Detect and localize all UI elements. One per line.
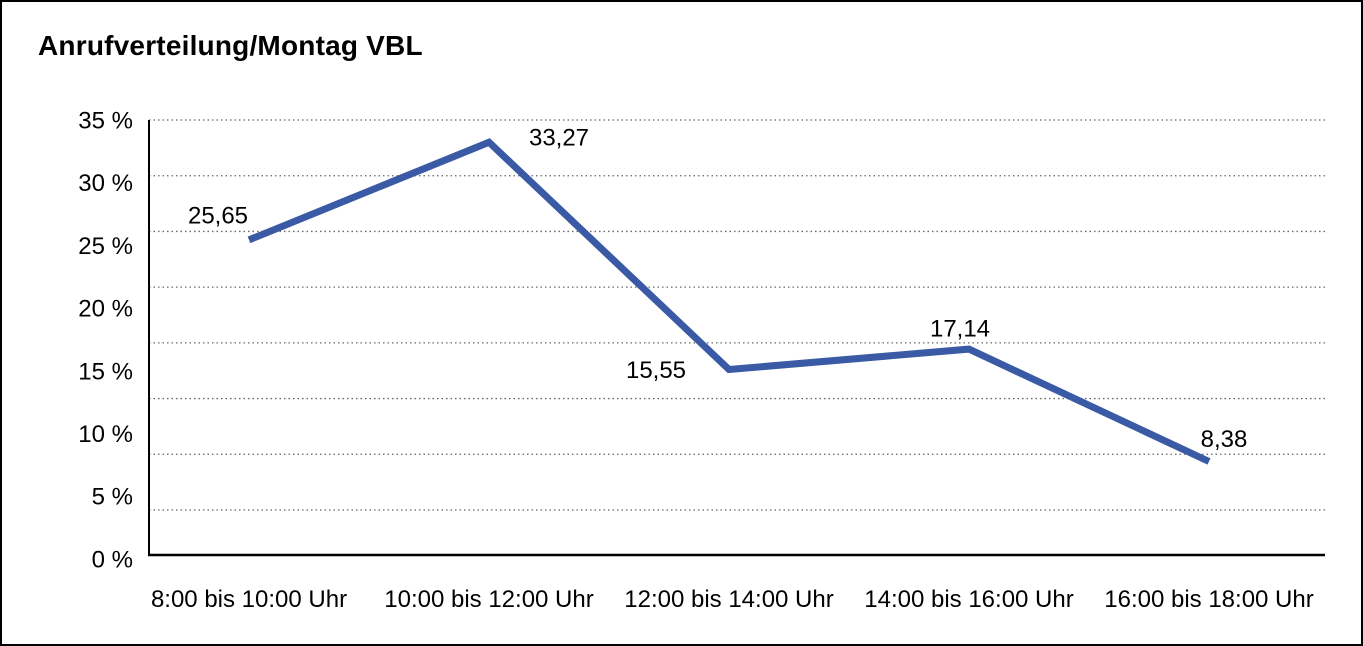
data-point-label: 25,65 — [188, 202, 248, 229]
data-point-label: 33,27 — [529, 125, 589, 152]
y-tick-label: 25 % — [78, 233, 133, 260]
y-tick-label: 30 % — [78, 170, 133, 197]
data-line — [247, 138, 1211, 465]
chart-title: Anrufverteilung/Montag VBL — [38, 30, 423, 61]
x-tick-label: 12:00 bis 14:00 Uhr — [624, 586, 833, 613]
x-tick-label: 8:00 bis 10:00 Uhr — [151, 586, 347, 613]
y-tick-label: 0 % — [92, 546, 133, 573]
y-tick-label: 20 % — [78, 296, 133, 323]
x-tick-label: 10:00 bis 12:00 Uhr — [384, 586, 593, 613]
x-tick-label: 14:00 bis 16:00 Uhr — [864, 586, 1073, 613]
data-point-label: 15,55 — [626, 357, 686, 384]
y-tick-label: 5 % — [92, 484, 133, 511]
data-point-label: 17,14 — [930, 316, 990, 343]
data-point-label: 8,38 — [1201, 426, 1248, 453]
y-tick-label: 10 % — [78, 421, 133, 448]
y-tick-label: 15 % — [78, 358, 133, 385]
y-tick-label: 35 % — [78, 107, 133, 134]
x-tick-label: 16:00 bis 18:00 Uhr — [1104, 586, 1313, 613]
